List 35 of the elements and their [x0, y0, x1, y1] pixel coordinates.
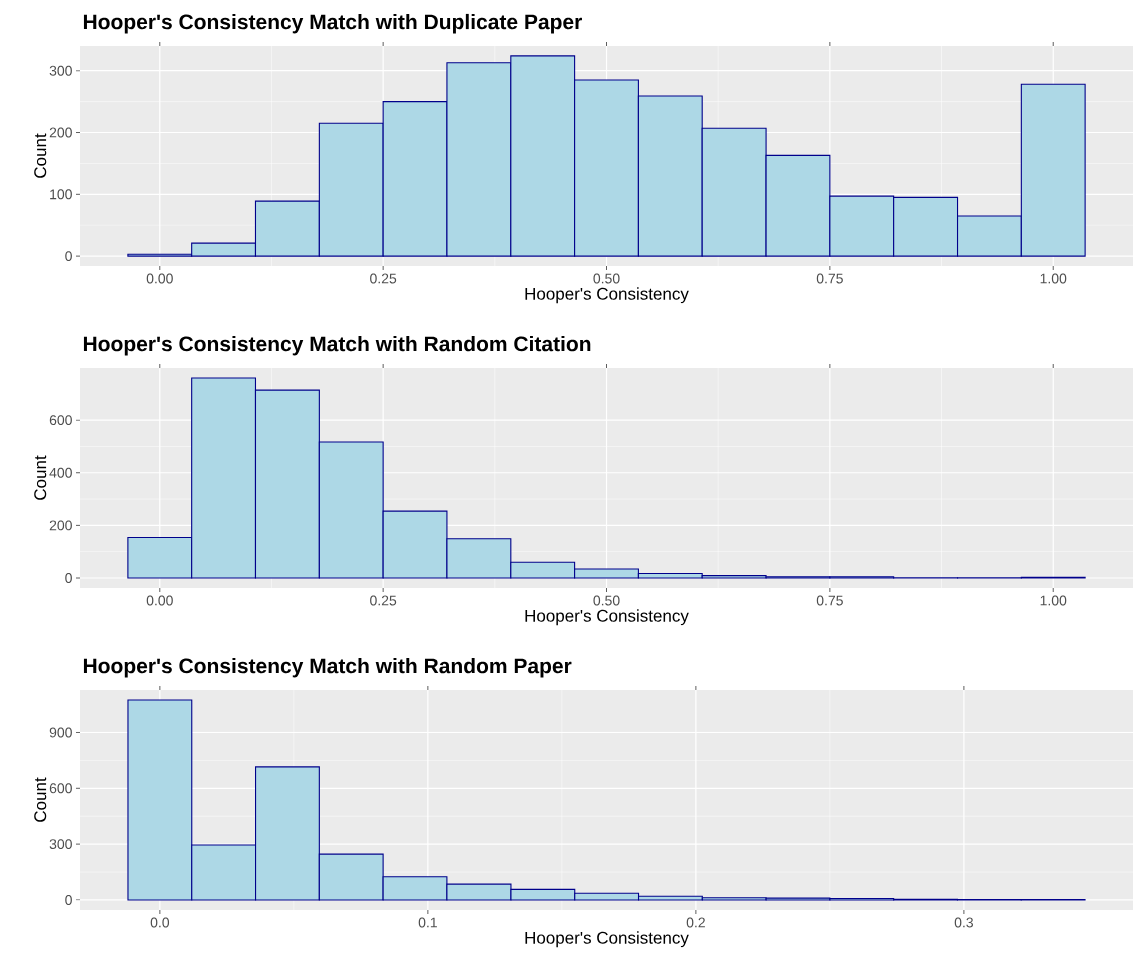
- y-tick-label: 200: [49, 127, 72, 138]
- y-tick-label: 0: [65, 573, 72, 583]
- x-tick-label: 0.00: [146, 595, 173, 606]
- x-tick-label: 1.00: [1040, 273, 1067, 284]
- chart-title: Hooper's Consistency Match with Random Paper: [83, 657, 572, 678]
- x-tick-label: 0.75: [816, 273, 843, 284]
- x-axis-title: Hooper's Consistency: [525, 287, 689, 304]
- y-tick-label: 600: [49, 783, 72, 794]
- x-tick-label: 0.0: [150, 917, 170, 928]
- y-tick-label: 0: [65, 894, 72, 905]
- y-axis-title: Count: [34, 455, 47, 500]
- y-axis-title: Count: [34, 133, 47, 178]
- y-tick-label: 900: [49, 727, 72, 738]
- y-tick-label: 600: [49, 415, 72, 426]
- x-tick-label: 0.1: [418, 917, 437, 928]
- x-tick-label: 0.25: [370, 595, 397, 606]
- y-tick-label: 400: [49, 467, 72, 478]
- x-tick-label: 0.75: [816, 595, 843, 606]
- y-axis-title: Count: [34, 777, 47, 822]
- x-axis-title: Hooper's Consistency: [525, 609, 689, 626]
- x-tick-label: 0.3: [954, 917, 973, 928]
- y-tick-label: 300: [49, 839, 72, 850]
- y-tick-label: 300: [49, 65, 72, 76]
- y-tick-label: 100: [50, 189, 72, 200]
- x-tick-label: 1.00: [1040, 595, 1067, 606]
- x-tick-label: 0.25: [370, 273, 397, 284]
- x-tick-label: 0.50: [593, 273, 620, 284]
- chart-title: Hooper's Consistency Match with Random Citation: [83, 335, 591, 356]
- x-tick-label: 0.2: [686, 917, 705, 928]
- y-tick-label: 0: [65, 251, 72, 262]
- chart-title: Hooper's Consistency Match with Duplicate Paper: [83, 13, 582, 34]
- y-tick-label: 200: [49, 520, 72, 531]
- x-axis-title: Hooper's Consistency: [525, 931, 689, 948]
- x-tick-label: 0.00: [146, 273, 173, 284]
- x-tick-label: 0.50: [593, 595, 620, 606]
